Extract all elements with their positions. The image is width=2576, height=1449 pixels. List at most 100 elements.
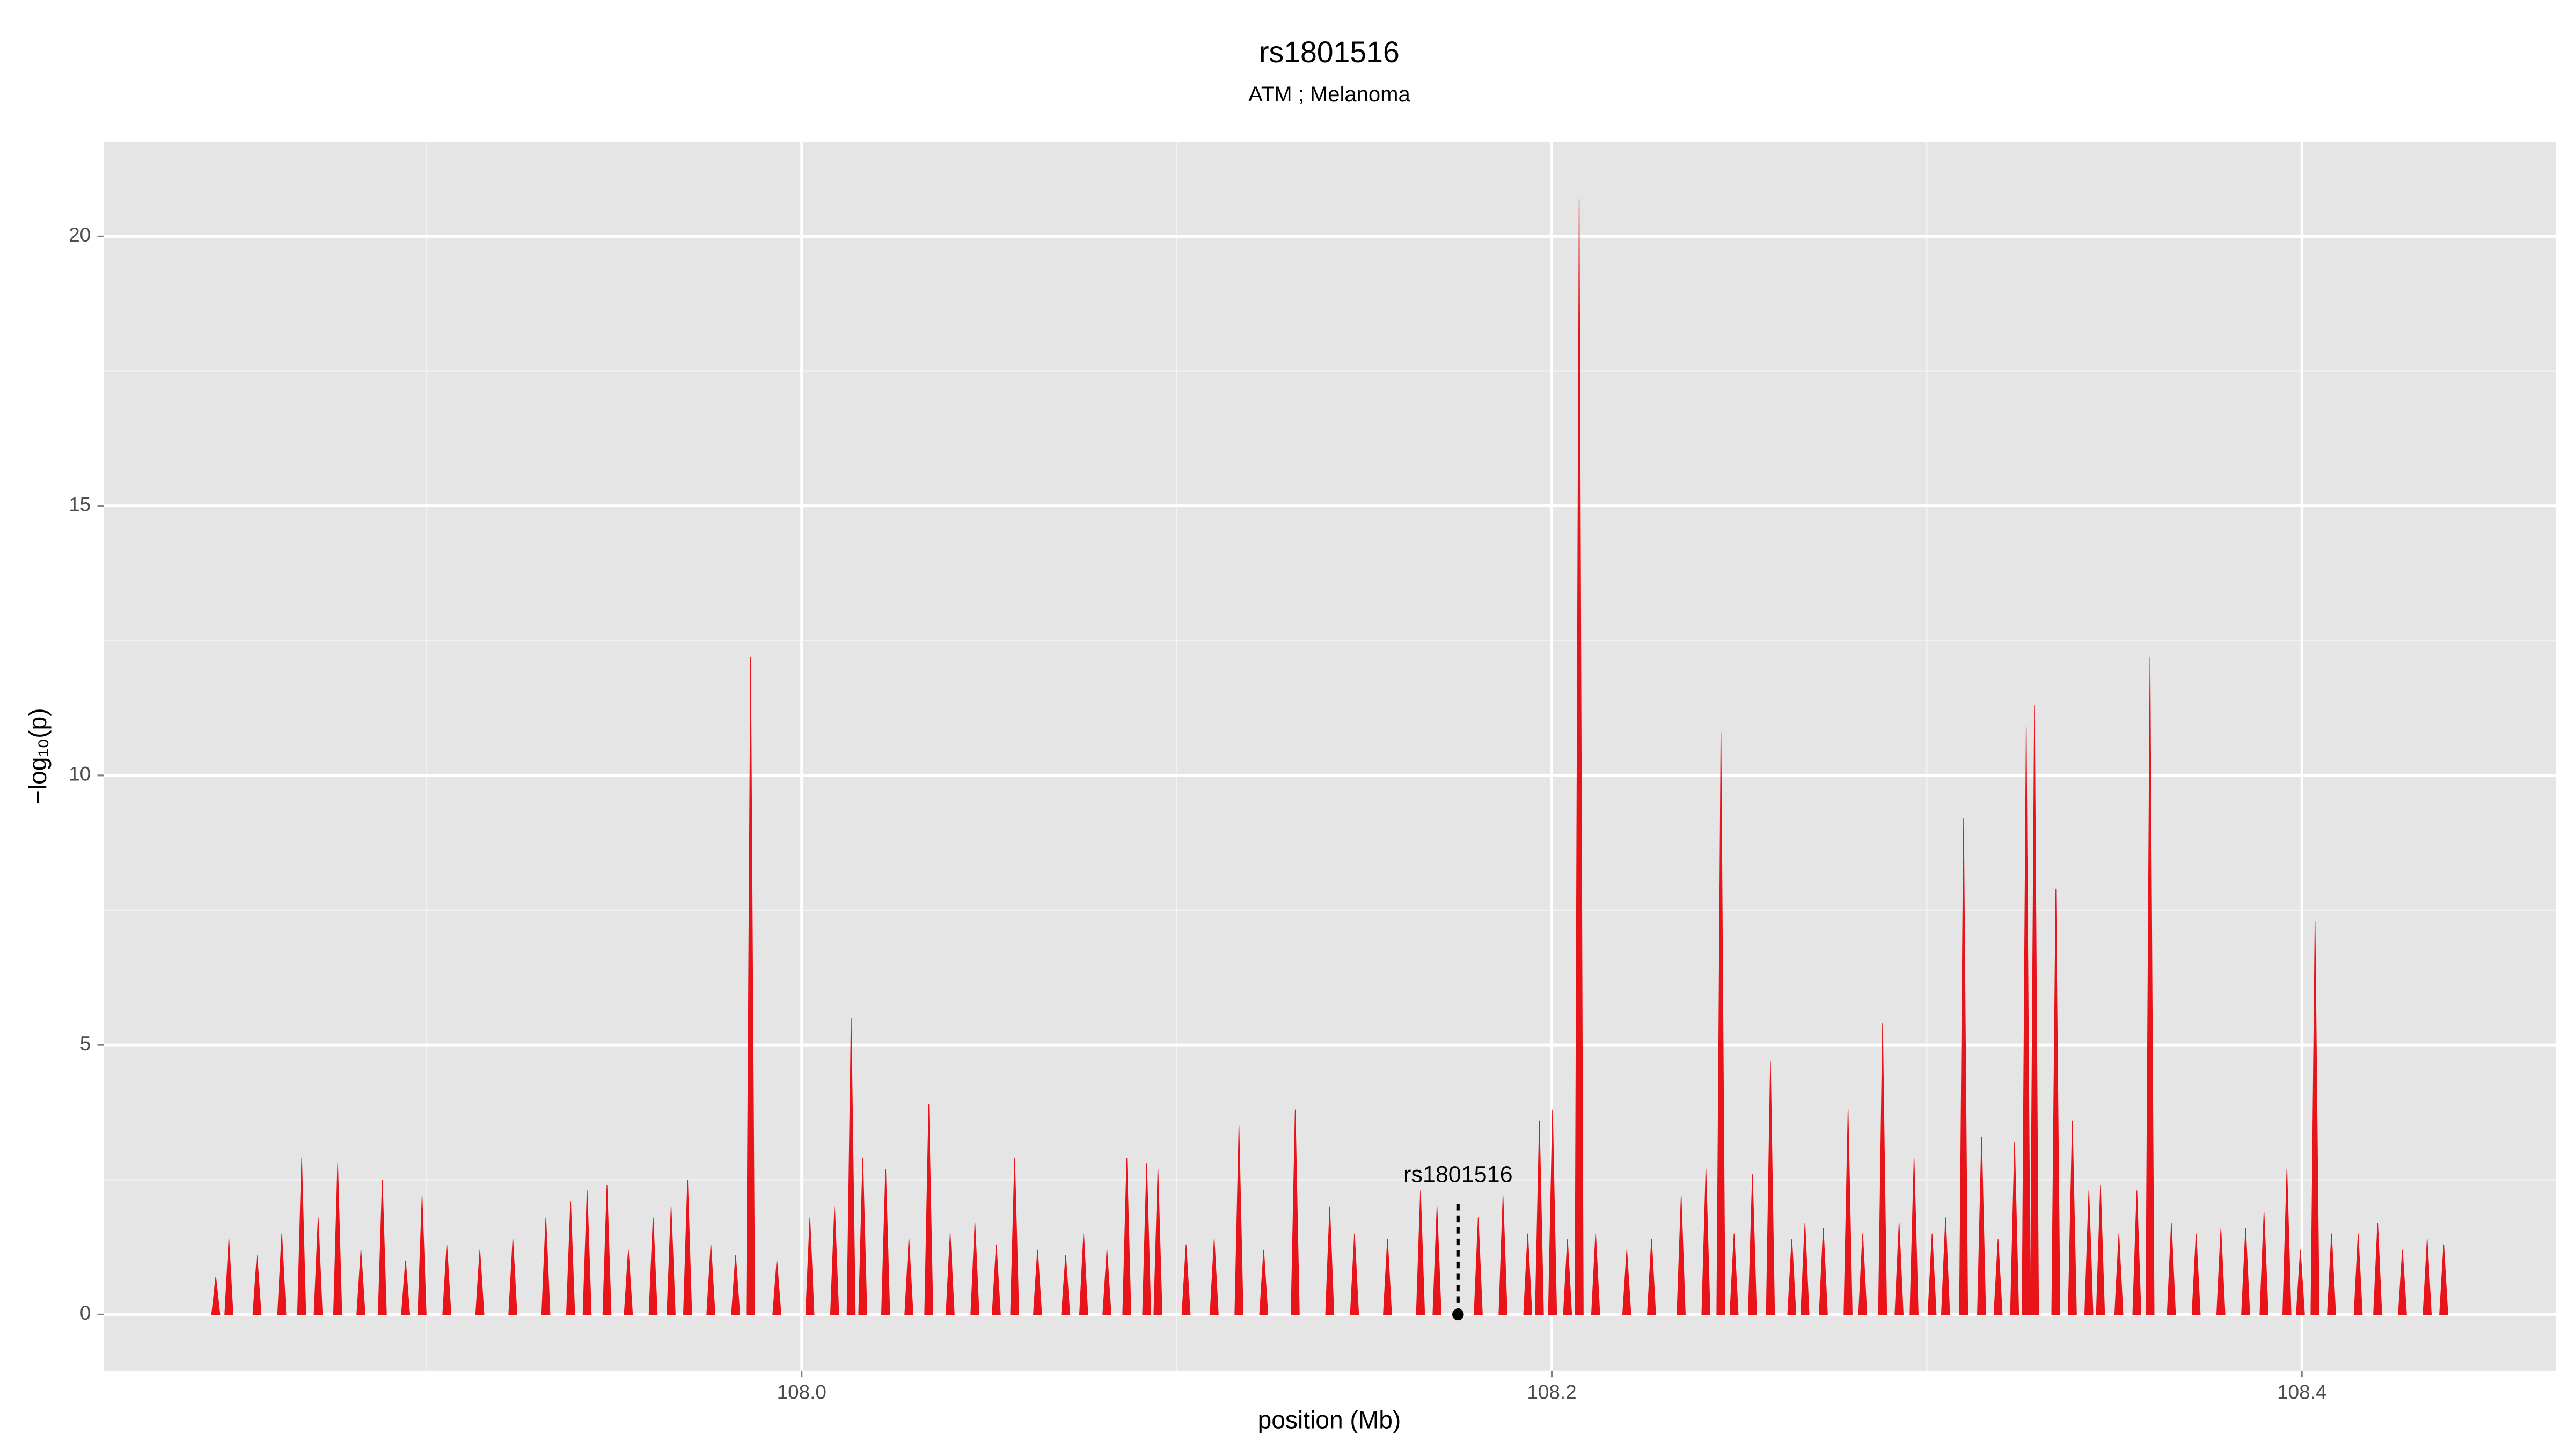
spike [1858,1233,1868,1315]
spike [2296,1249,2305,1315]
spike [1142,1163,1152,1315]
spike [2398,1249,2407,1315]
spike [624,1249,633,1315]
spike [1079,1233,1088,1315]
spike [1591,1233,1600,1315]
spike [224,1239,233,1315]
spike [442,1244,451,1315]
spike [1259,1249,1269,1315]
spike [1210,1239,1219,1315]
spike [1325,1206,1335,1315]
y-tick-label: 10 [69,763,91,785]
spike [1894,1223,1904,1315]
spike [1523,1233,1533,1315]
spike [2282,1169,2292,1315]
spike [1878,1023,1887,1315]
annotation-point [1452,1308,1464,1321]
spike [2167,1223,2176,1315]
spike [1033,1249,1042,1315]
spike [1729,1233,1739,1315]
spike [1234,1125,1243,1315]
spike [2373,1223,2382,1315]
spike [582,1190,592,1315]
spike [746,656,756,1315]
spike [830,1206,839,1315]
spike [2241,1228,2250,1315]
spike [1927,1233,1937,1315]
spike [1535,1120,1544,1315]
spike [1416,1190,1425,1315]
spike [970,1223,979,1315]
spike [2068,1120,2077,1315]
spike [2145,656,2155,1315]
spike [541,1217,551,1315]
spike [1843,1109,1853,1315]
spike [378,1180,387,1315]
spike [313,1217,323,1315]
spike [731,1255,741,1315]
x-tick-label: 108.4 [2277,1381,2326,1403]
spike [2084,1190,2094,1315]
spike [1383,1239,1392,1315]
spike [1909,1158,1919,1315]
spike [1432,1206,1441,1315]
spike [2022,727,2031,1315]
spike [1622,1249,1631,1315]
spike [1716,732,1725,1315]
y-tick-label: 0 [80,1302,91,1324]
plot-panel [104,142,2557,1371]
spike [252,1255,262,1315]
spike [277,1233,287,1315]
spike [2096,1185,2105,1315]
y-tick-label: 5 [80,1033,91,1055]
spike [1677,1196,1686,1315]
spike [2423,1239,2432,1315]
spike [1959,818,1968,1315]
spike [333,1163,342,1315]
spike [1122,1158,1131,1315]
spike [2216,1228,2226,1315]
spike [508,1239,517,1315]
y-tick-label: 20 [69,224,91,246]
spike [1647,1239,1656,1315]
spike [1977,1136,1986,1315]
chart-subtitle: ATM ; Melanoma [1248,83,1410,106]
spike [1819,1228,1828,1315]
x-tick-label: 108.2 [1527,1381,1576,1403]
spike [1291,1109,1300,1315]
spike [805,1217,815,1315]
spike [418,1196,427,1315]
marks [211,199,2448,1315]
spike [1181,1244,1191,1315]
spike [2353,1233,2363,1315]
chart-title: rs1801516 [1259,35,1400,69]
spike [1474,1217,1483,1315]
spike [858,1158,867,1315]
spike [683,1180,692,1315]
spike [772,1260,781,1315]
spike [706,1244,715,1315]
spike [2010,1141,2019,1315]
spike [992,1244,1001,1315]
spike [904,1239,913,1315]
x-tick-label: 108.0 [777,1381,826,1403]
spike [1575,199,1584,1315]
spike [2051,888,2061,1315]
spike [1010,1158,1020,1315]
spike [1993,1239,2003,1315]
spike [2327,1233,2336,1315]
spike [1061,1255,1071,1315]
spike [1498,1196,1507,1315]
spike [648,1217,658,1315]
spike [1563,1239,1572,1315]
spike [1766,1061,1775,1315]
spike [297,1158,306,1315]
spike [475,1249,485,1315]
spike [211,1276,221,1315]
spike [2259,1212,2268,1315]
spike [1701,1169,1711,1315]
x-axis-label: position (Mb) [1258,1406,1401,1433]
spike [1153,1169,1163,1315]
spike [1941,1217,1950,1315]
